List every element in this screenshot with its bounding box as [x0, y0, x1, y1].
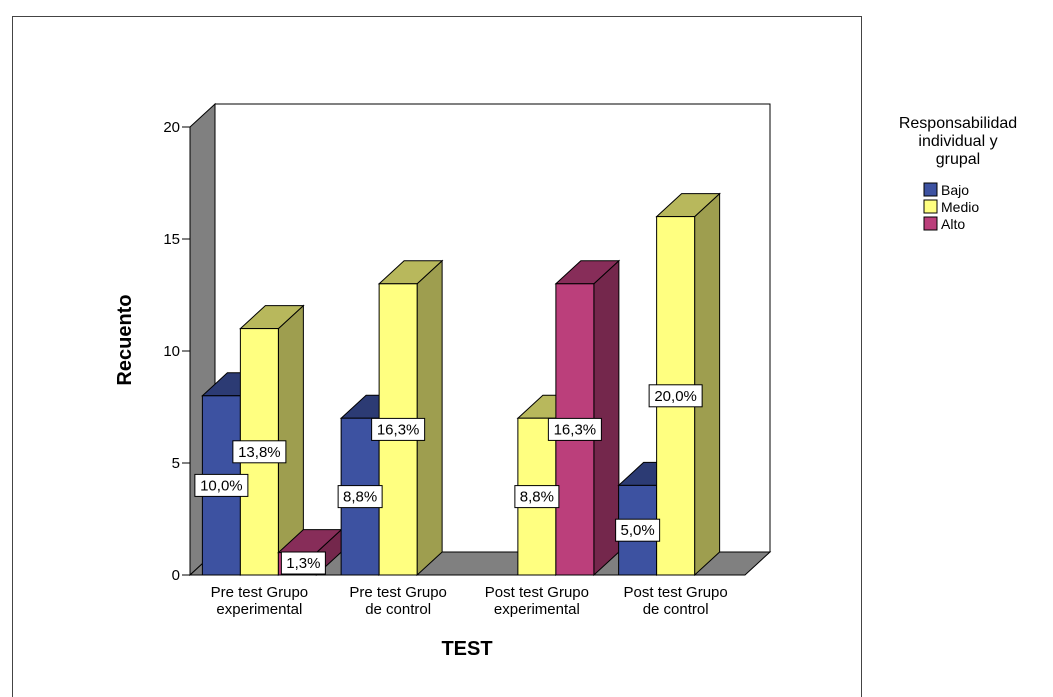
data-label-box [337, 485, 383, 509]
y-tick-label: 20 [163, 119, 180, 136]
data-label: 13,8% [238, 444, 281, 461]
chart-frame [12, 16, 862, 697]
data-label: 16,3% [554, 421, 597, 438]
data-label: 8,8% [343, 489, 377, 506]
data-label: 20,0% [654, 388, 697, 405]
x-category-label: Pre test Grupo [211, 584, 309, 601]
data-label-box [371, 417, 426, 441]
legend-title: grupal [936, 151, 980, 168]
data-label: 16,3% [377, 421, 420, 438]
y-tick-label: 10 [163, 343, 180, 360]
legend-swatch [923, 199, 938, 214]
y-tick-label: 15 [163, 231, 180, 248]
legend-label: Bajo [941, 182, 969, 198]
legend-title: Responsabilidad [899, 115, 1017, 132]
x-category-label: de control [365, 601, 431, 618]
legend-swatch [923, 216, 938, 231]
x-category-label: experimental [494, 601, 580, 618]
x-category-label: Post test Grupo [485, 584, 589, 601]
data-label-box [280, 551, 326, 575]
data-label-box [232, 440, 287, 464]
data-label-box [194, 473, 249, 497]
data-label: 8,8% [520, 489, 554, 506]
x-category-label: Post test Grupo [624, 584, 728, 601]
y-tick-label: 5 [172, 455, 180, 472]
data-label-box [648, 384, 703, 408]
x-category-label: de control [643, 601, 709, 618]
data-label-box [514, 485, 560, 509]
legend-label: Alto [941, 216, 965, 232]
legend-title: individual y [918, 133, 997, 150]
data-label-box [547, 417, 602, 441]
y-tick-label: 0 [172, 567, 180, 584]
legend-label: Medio [941, 199, 979, 215]
y-axis-title: Recuento [114, 294, 136, 385]
data-label: 10,0% [200, 477, 243, 494]
data-label: 1,3% [286, 555, 320, 572]
data-label-box [615, 518, 661, 542]
data-label: 5,0% [621, 522, 655, 539]
x-category-label: Pre test Grupo [349, 584, 447, 601]
x-axis-title: TEST [441, 638, 492, 660]
x-category-label: experimental [216, 601, 302, 618]
legend-swatch [923, 182, 938, 197]
